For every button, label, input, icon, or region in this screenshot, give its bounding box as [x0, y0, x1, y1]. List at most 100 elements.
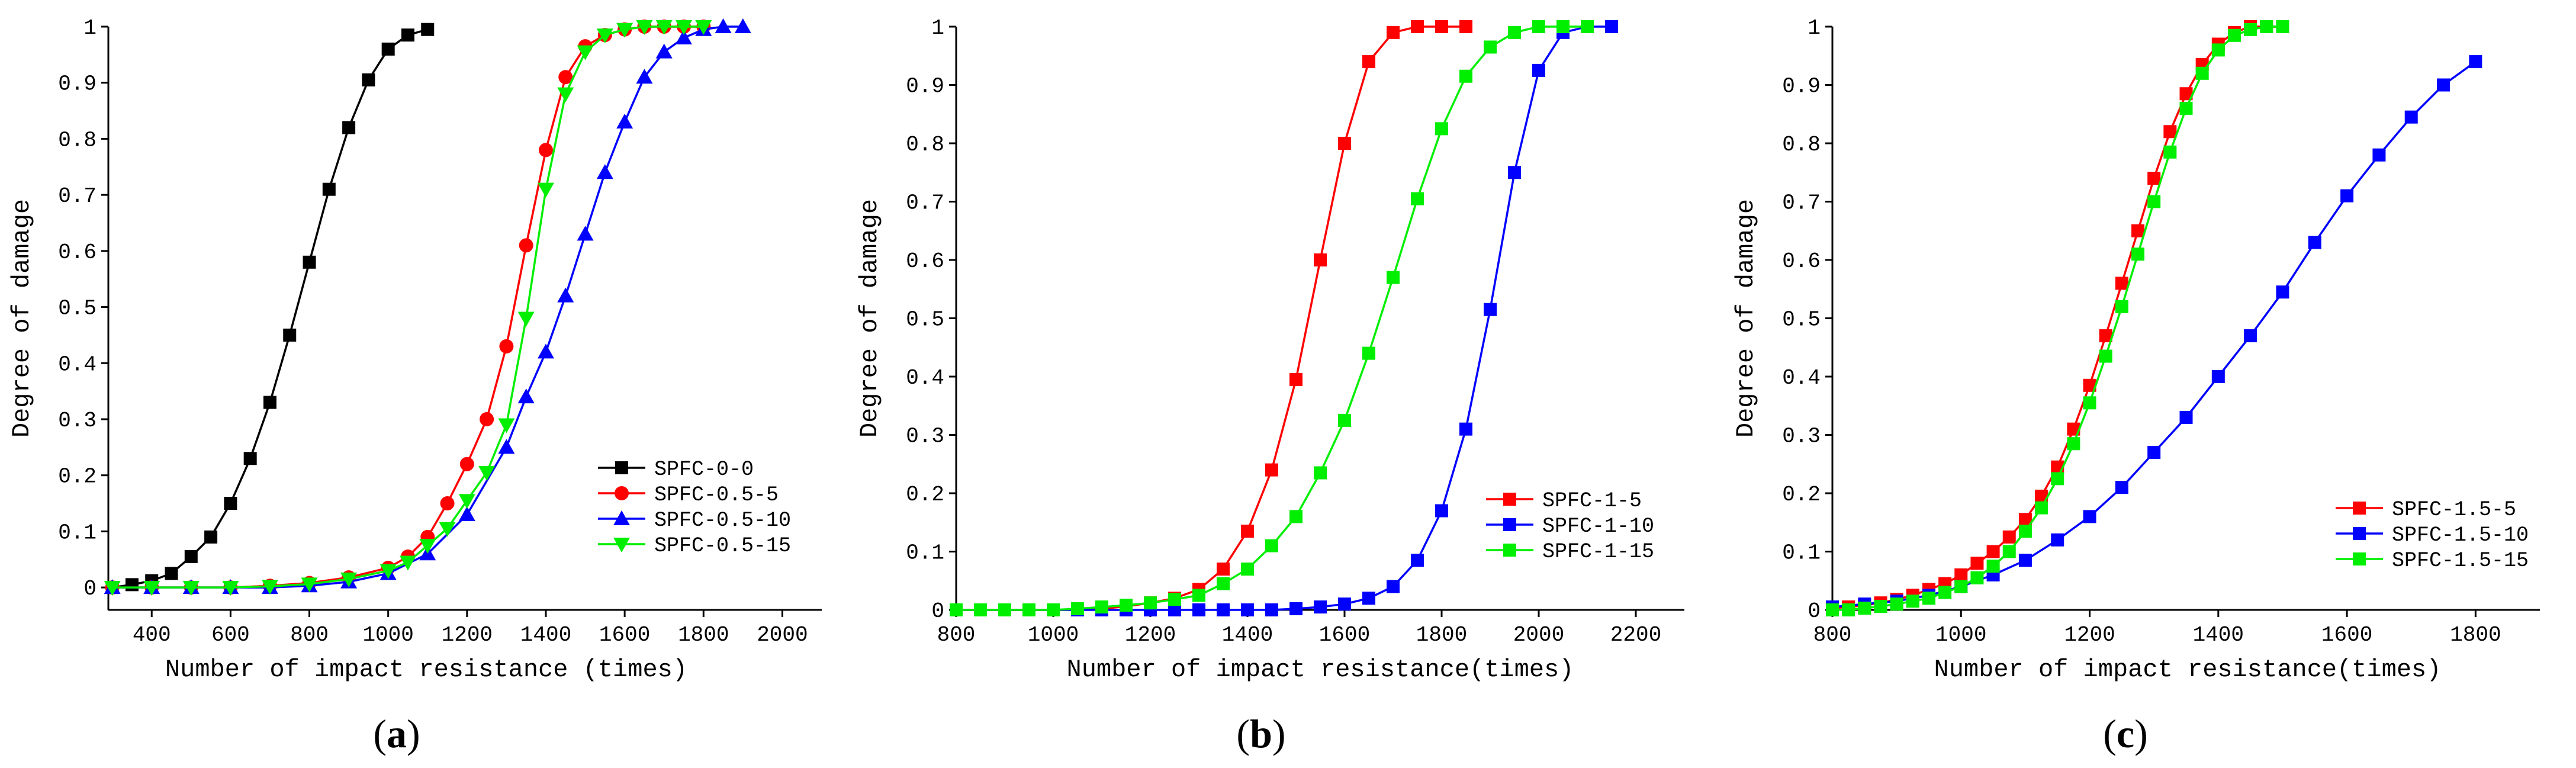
data-point [498, 418, 515, 433]
data-point [480, 412, 494, 426]
y-tick-label: 0 [83, 577, 97, 601]
data-point [616, 114, 633, 129]
data-point [2179, 410, 2193, 424]
data-point [2469, 55, 2482, 69]
x-tick-label: 1400 [2193, 623, 2244, 647]
data-point [2211, 43, 2225, 57]
x-tick-label: 1400 [520, 623, 571, 647]
data-point [2115, 300, 2128, 313]
data-point [1314, 600, 1327, 614]
data-point [2244, 329, 2257, 343]
series-SPFC-1-15 [950, 20, 1594, 616]
panel-label-open: ( [1236, 711, 1250, 756]
data-point [1338, 413, 1351, 427]
legend-marker [615, 461, 628, 474]
data-point [204, 530, 218, 544]
legend-item: SPFC-1.5-15 [2336, 549, 2529, 573]
data-point [1435, 122, 1448, 136]
series-SPFC-1-5 [950, 20, 1472, 616]
x-tick-label: 600 [211, 623, 250, 647]
series-SPFC-1.5-5 [1826, 20, 2289, 615]
data-point [2002, 545, 2016, 558]
y-tick-label: 0.2 [58, 465, 97, 489]
y-tick-label: 0.9 [58, 72, 97, 97]
data-point [1265, 463, 1278, 477]
data-point [2372, 148, 2386, 162]
panel-label: (c) [2103, 711, 2148, 756]
series-SPFC-0.5-15 [104, 20, 712, 596]
data-point [596, 164, 613, 179]
data-point [558, 70, 573, 85]
legend-item: SPFC-1-5 [1486, 489, 1642, 513]
data-point [1289, 510, 1303, 523]
data-point [1874, 600, 1887, 613]
x-tick-label: 2000 [1513, 623, 1564, 647]
data-point [2018, 554, 2032, 567]
y-tick-label: 0.1 [1782, 541, 1821, 565]
data-point [340, 572, 358, 587]
x-tick-label: 1600 [599, 623, 650, 647]
x-tick-label: 2000 [757, 623, 808, 647]
x-tick-label: 400 [133, 623, 171, 647]
data-point [1459, 20, 1472, 33]
panel-label: (a) [373, 711, 420, 756]
series-SPFC-0-0 [105, 23, 435, 595]
data-point [1338, 137, 1351, 150]
data-point [458, 494, 475, 509]
legend-marker [2353, 527, 2366, 540]
data-point [125, 578, 139, 592]
data-point [439, 522, 456, 537]
data-point [2163, 145, 2177, 159]
data-point [1071, 602, 1084, 616]
data-point [517, 388, 535, 404]
y-tick-label: 0.2 [906, 483, 944, 507]
data-point [1970, 571, 1984, 584]
data-point [557, 87, 574, 102]
data-point [1168, 603, 1181, 616]
legend-label: SPFC-0.5-5 [654, 483, 779, 507]
x-tick-label: 800 [290, 623, 329, 647]
y-tick-label: 0.9 [906, 75, 944, 99]
y-tick-label: 0.6 [906, 249, 944, 274]
data-point [1387, 271, 1400, 284]
y-tick-label: 1 [931, 16, 944, 40]
data-point [362, 73, 375, 86]
data-point [2083, 510, 2096, 523]
legend-label: SPFC-0.5-15 [654, 534, 791, 558]
data-point [1217, 603, 1230, 616]
data-point [2067, 437, 2080, 451]
data-point [2404, 110, 2418, 124]
data-point [675, 29, 692, 44]
data-point [2083, 396, 2096, 410]
y-axis-title: Degree of damage [8, 199, 36, 438]
data-point [440, 496, 455, 511]
legend-label: SPFC-1-5 [1542, 489, 1642, 513]
data-point [1581, 20, 1594, 33]
y-tick-label: 0.6 [58, 240, 97, 265]
x-tick-label: 1000 [1935, 623, 1986, 647]
data-point [165, 567, 178, 580]
data-point [182, 581, 200, 596]
data-point [1922, 592, 1935, 605]
data-point [1289, 372, 1303, 386]
data-point [1906, 595, 1919, 608]
data-point [715, 18, 732, 33]
y-tick-label: 0.5 [58, 297, 97, 321]
y-tick-label: 1 [83, 16, 97, 40]
data-point [950, 603, 963, 616]
data-point [1022, 603, 1035, 616]
data-point [283, 328, 297, 342]
panel-label-close: ) [2134, 711, 2148, 756]
data-point [1954, 580, 1968, 593]
data-point [2131, 224, 2145, 237]
data-point [1435, 504, 1448, 518]
data-point [380, 564, 397, 579]
data-point [1435, 20, 1448, 33]
data-point [1484, 303, 1497, 316]
data-point [1411, 192, 1424, 205]
x-tick-label: 1600 [2321, 623, 2372, 647]
data-point [1556, 20, 1570, 33]
